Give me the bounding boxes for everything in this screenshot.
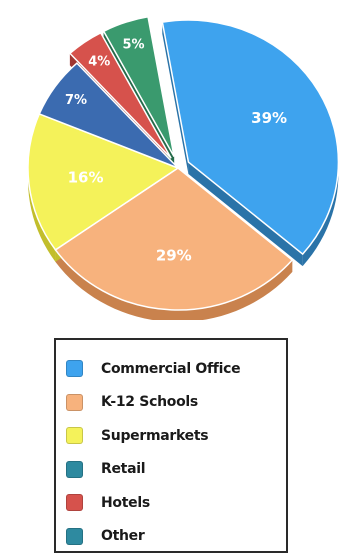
legend-item-k12-schools: K-12 Schools <box>66 386 286 420</box>
legend-item-other: Other <box>66 520 286 554</box>
legend: Commercial Office K-12 Schools Supermark… <box>54 338 288 553</box>
pie-slice-retail <box>38 62 179 169</box>
legend-label-commercial-office: Commercial Office <box>101 360 241 377</box>
pie-slice-other <box>102 15 175 158</box>
pie-label-other: 5% <box>123 38 145 53</box>
pie-slice-supermarkets <box>27 112 180 251</box>
legend-swatch-other <box>66 527 83 545</box>
pie-label-k-12-schools: 29% <box>156 246 192 264</box>
pie-slice-side-k-12-schools <box>55 249 293 320</box>
legend-swatch-k12-schools <box>66 393 83 411</box>
legend-label-supermarkets: Supermarkets <box>101 427 209 444</box>
pie-chart: 39% 29% 16% 7% 4% 5% <box>27 15 340 320</box>
pie-slice-hotels <box>68 31 172 159</box>
legend-swatch-hotels <box>66 494 83 512</box>
pie-label-retail: 7% <box>65 93 87 108</box>
pie-slice-k-12-schools <box>54 167 294 311</box>
legend-swatch-retail <box>66 460 83 478</box>
legend-swatch-supermarkets <box>66 427 83 445</box>
legend-label-k12-schools: K-12 Schools <box>101 394 198 411</box>
legend-item-hotels: Hotels <box>66 486 286 520</box>
legend-item-retail: Retail <box>66 453 286 487</box>
pie-label-hotels: 4% <box>88 54 110 69</box>
legend-swatch-commercial-office <box>66 360 83 378</box>
legend-item-commercial-office: Commercial Office <box>66 352 286 386</box>
pie-label-supermarkets: 16% <box>68 168 104 186</box>
legend-label-other: Other <box>101 528 145 545</box>
legend-label-retail: Retail <box>101 461 146 478</box>
legend-label-hotels: Hotels <box>101 494 150 511</box>
pie-slice-edge-commercial-office-1 <box>188 162 303 267</box>
pie-label-commercial-office: 39% <box>251 109 287 127</box>
pie-slice-commercial-office <box>161 19 340 256</box>
legend-item-supermarkets: Supermarkets <box>66 419 286 453</box>
